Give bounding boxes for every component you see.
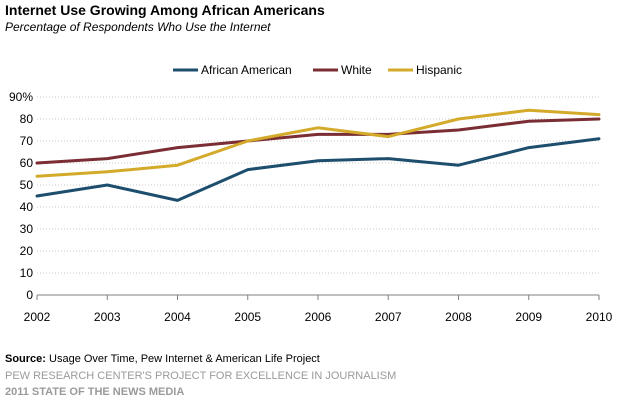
y-tick-label: 30 — [20, 222, 34, 236]
x-tick-label: 2005 — [234, 310, 261, 324]
chart-title: Internet Use Growing Among African Ameri… — [5, 2, 325, 18]
y-axis-ticks: 0 10 20 30 40 50 60 70 80 90% — [9, 90, 33, 302]
x-tick-label: 2009 — [515, 310, 542, 324]
source-note: Source: Usage Over Time, Pew Internet & … — [5, 353, 320, 365]
legend: African American White Hispanic — [173, 63, 462, 77]
x-tick-label: 2004 — [164, 310, 191, 324]
series-line-hispanic — [35, 108, 601, 178]
x-tick-label: 2003 — [94, 310, 121, 324]
y-tick-label: 70 — [20, 134, 34, 148]
legend-label-hispanic: Hispanic — [416, 63, 462, 77]
footer-report: 2011 STATE OF THE NEWS MEDIA — [5, 386, 185, 398]
y-tick-label: 40 — [20, 200, 34, 214]
legend-label-african-american: African American — [201, 63, 292, 77]
x-tick-label: 2006 — [305, 310, 332, 324]
y-tick-label: 20 — [20, 244, 34, 258]
y-tick-label: 50 — [20, 178, 34, 192]
source-text: Usage Over Time, Pew Internet & American… — [45, 353, 320, 365]
y-tick-label: 80 — [20, 112, 34, 126]
series-line-white — [35, 117, 601, 165]
source-label: Source: — [5, 353, 46, 365]
y-tick-label: 10 — [20, 266, 34, 280]
y-tick-label: 90% — [9, 90, 33, 104]
y-tick-label: 60 — [20, 156, 34, 170]
series-line-african-american — [35, 137, 601, 202]
x-tick-label: 2008 — [445, 310, 472, 324]
x-axis: 2002 2003 2004 2005 2006 2007 2008 2009 2010 — [24, 294, 613, 324]
x-tick-label: 2010 — [586, 310, 613, 324]
gridlines — [37, 96, 599, 274]
y-tick-label: 0 — [26, 288, 33, 302]
legend-label-white: White — [341, 63, 372, 77]
chart-subtitle: Percentage of Respondents Who Use the In… — [5, 20, 271, 34]
x-tick-label: 2007 — [375, 310, 402, 324]
line-chart: African American White Hispanic 0 10 20 30 40 5… — [9, 63, 613, 324]
footer-org: PEW RESEARCH CENTER'S PROJECT FOR EXCELL… — [5, 370, 397, 382]
x-tick-label: 2002 — [24, 310, 51, 324]
series-lines — [35, 108, 601, 202]
